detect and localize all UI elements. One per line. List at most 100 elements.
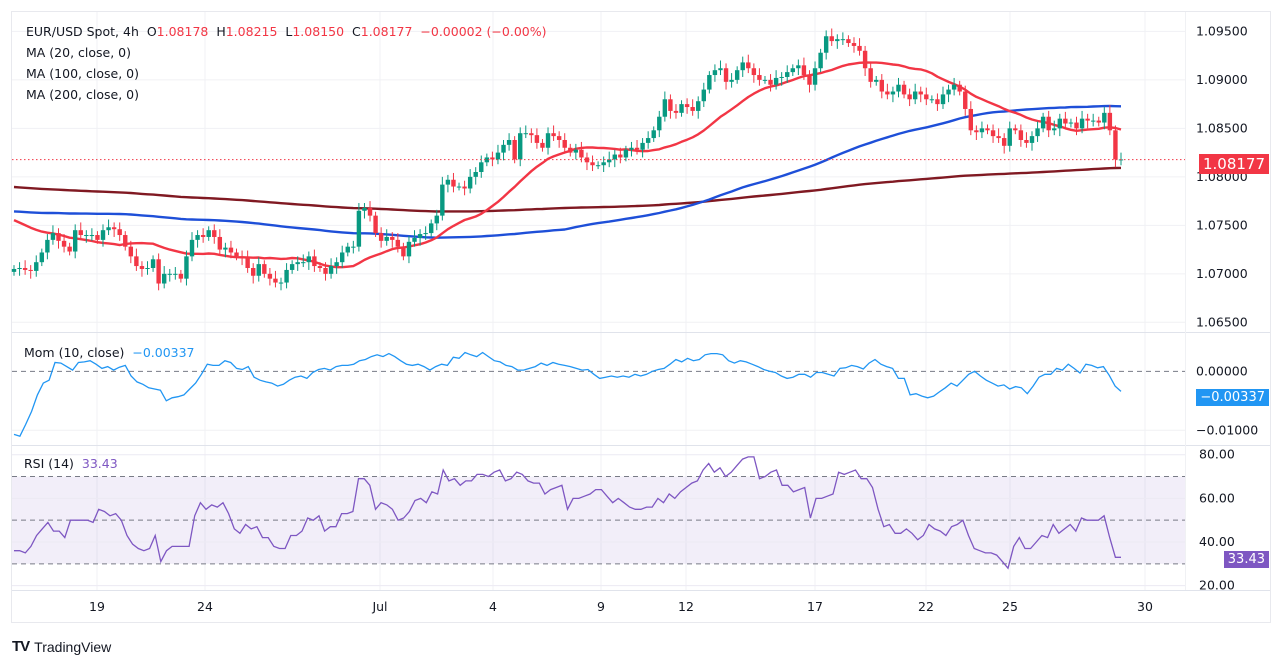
brand-name[interactable]: TradingView [34, 638, 112, 655]
candle-body [568, 147, 573, 153]
candle-body [1096, 120, 1101, 123]
candle-body [134, 256, 139, 267]
candle-body [623, 149, 629, 158]
high-prefix: H [216, 24, 226, 39]
candle-body [1029, 136, 1035, 143]
change-value: −0.00002 (−0.00%) [420, 24, 547, 39]
candle-body [651, 130, 656, 139]
candle-body [173, 273, 178, 275]
candle-body [189, 239, 195, 257]
candle-body [212, 230, 217, 237]
candle-body [50, 233, 56, 240]
candle-body [28, 269, 33, 271]
candle-body [773, 77, 779, 85]
candle-body [340, 252, 345, 263]
low-prefix: L [285, 24, 293, 39]
candle-body [551, 133, 556, 137]
tradingview-logo-icon[interactable]: TV [12, 638, 30, 655]
price-tick-label: 1.07000 [1196, 266, 1248, 281]
candle-body [1079, 118, 1085, 129]
momentum-tick-label: 0.00000 [1196, 363, 1248, 378]
candle-body [95, 235, 100, 240]
candle-body [1013, 128, 1018, 131]
candle-body [924, 94, 929, 100]
candle-body [901, 84, 907, 95]
candle-body [362, 207, 367, 211]
time-tick-label: 4 [489, 599, 497, 614]
candle-body [896, 84, 901, 92]
candle-body [951, 84, 957, 90]
candle-body [384, 236, 389, 241]
candle-body [334, 262, 339, 267]
candle-body [440, 184, 445, 216]
legend-ma200[interactable]: MA (200, close, 0) [26, 87, 139, 102]
candle-body [768, 79, 773, 85]
candle-body [1113, 130, 1118, 160]
ohlc-legend: EUR/USD Spot, 4h O1.08178 H1.08215 L1.08… [26, 24, 546, 39]
candle-body [328, 266, 334, 274]
rsi-tick-label: 60.00 [1199, 490, 1235, 505]
candle-body [890, 91, 896, 95]
candle-body [1035, 128, 1040, 137]
candle-body [128, 246, 134, 257]
candle-body [607, 159, 612, 163]
rsi-title[interactable]: RSI (14) [24, 456, 74, 471]
candle-body [278, 282, 284, 284]
candle-body [757, 75, 762, 80]
candle-body [762, 79, 768, 81]
legend-ma100[interactable]: MA (100, close, 0) [26, 66, 139, 81]
rsi-value-tag: 33.43 [1223, 551, 1269, 568]
candle-body [668, 99, 673, 111]
candle-body [412, 237, 417, 242]
candle-body [445, 179, 451, 185]
symbol-title[interactable]: EUR/USD Spot, 4h [26, 24, 139, 39]
candle-body [785, 72, 790, 77]
candle-body [401, 246, 406, 257]
mom-title[interactable]: Mom (10, close) [24, 345, 125, 360]
legend-ma20[interactable]: MA (20, close, 0) [26, 45, 132, 60]
candle-body [45, 239, 50, 253]
candle-body [423, 233, 428, 235]
candle-body [467, 176, 473, 189]
candle-body [657, 116, 662, 131]
candle-body [584, 157, 590, 163]
candle-body [289, 264, 295, 270]
candle-body [684, 104, 690, 108]
candle-body [306, 256, 312, 263]
candle-body [1068, 122, 1074, 124]
candle-body [184, 256, 189, 279]
candle-body [968, 108, 974, 131]
candle-body [634, 147, 640, 150]
rsi-value: 33.43 [81, 456, 118, 471]
candle-body [323, 268, 328, 274]
candle-body [200, 235, 206, 237]
candle-body [534, 135, 540, 143]
candle-body [150, 259, 156, 268]
candle-body [840, 39, 846, 41]
price-tick-label: 1.09000 [1196, 72, 1248, 87]
time-tick-label: 24 [197, 599, 213, 614]
price-tick-label: 1.09500 [1196, 23, 1248, 38]
candle-body [1040, 116, 1046, 129]
rsi-legend: RSI (14) 33.43 [24, 456, 118, 471]
candle-body [251, 268, 256, 276]
candle-body [434, 215, 439, 224]
time-tick-label: 17 [807, 599, 823, 614]
candle-body [518, 133, 523, 160]
time-tick-label: 19 [89, 599, 105, 614]
candle-body [390, 236, 395, 240]
candle-body [579, 149, 584, 158]
candle-body [1001, 138, 1007, 146]
candle-body [885, 91, 890, 95]
candle-body [701, 89, 706, 102]
candle-body [156, 259, 161, 284]
candle-body [484, 157, 490, 163]
candle-body [262, 264, 267, 274]
candle-body [590, 162, 595, 166]
candle-body [818, 52, 823, 69]
candle-body [673, 110, 679, 113]
candle-body [712, 70, 718, 76]
open-prefix: O [146, 24, 157, 39]
chart-frame [11, 11, 1271, 623]
